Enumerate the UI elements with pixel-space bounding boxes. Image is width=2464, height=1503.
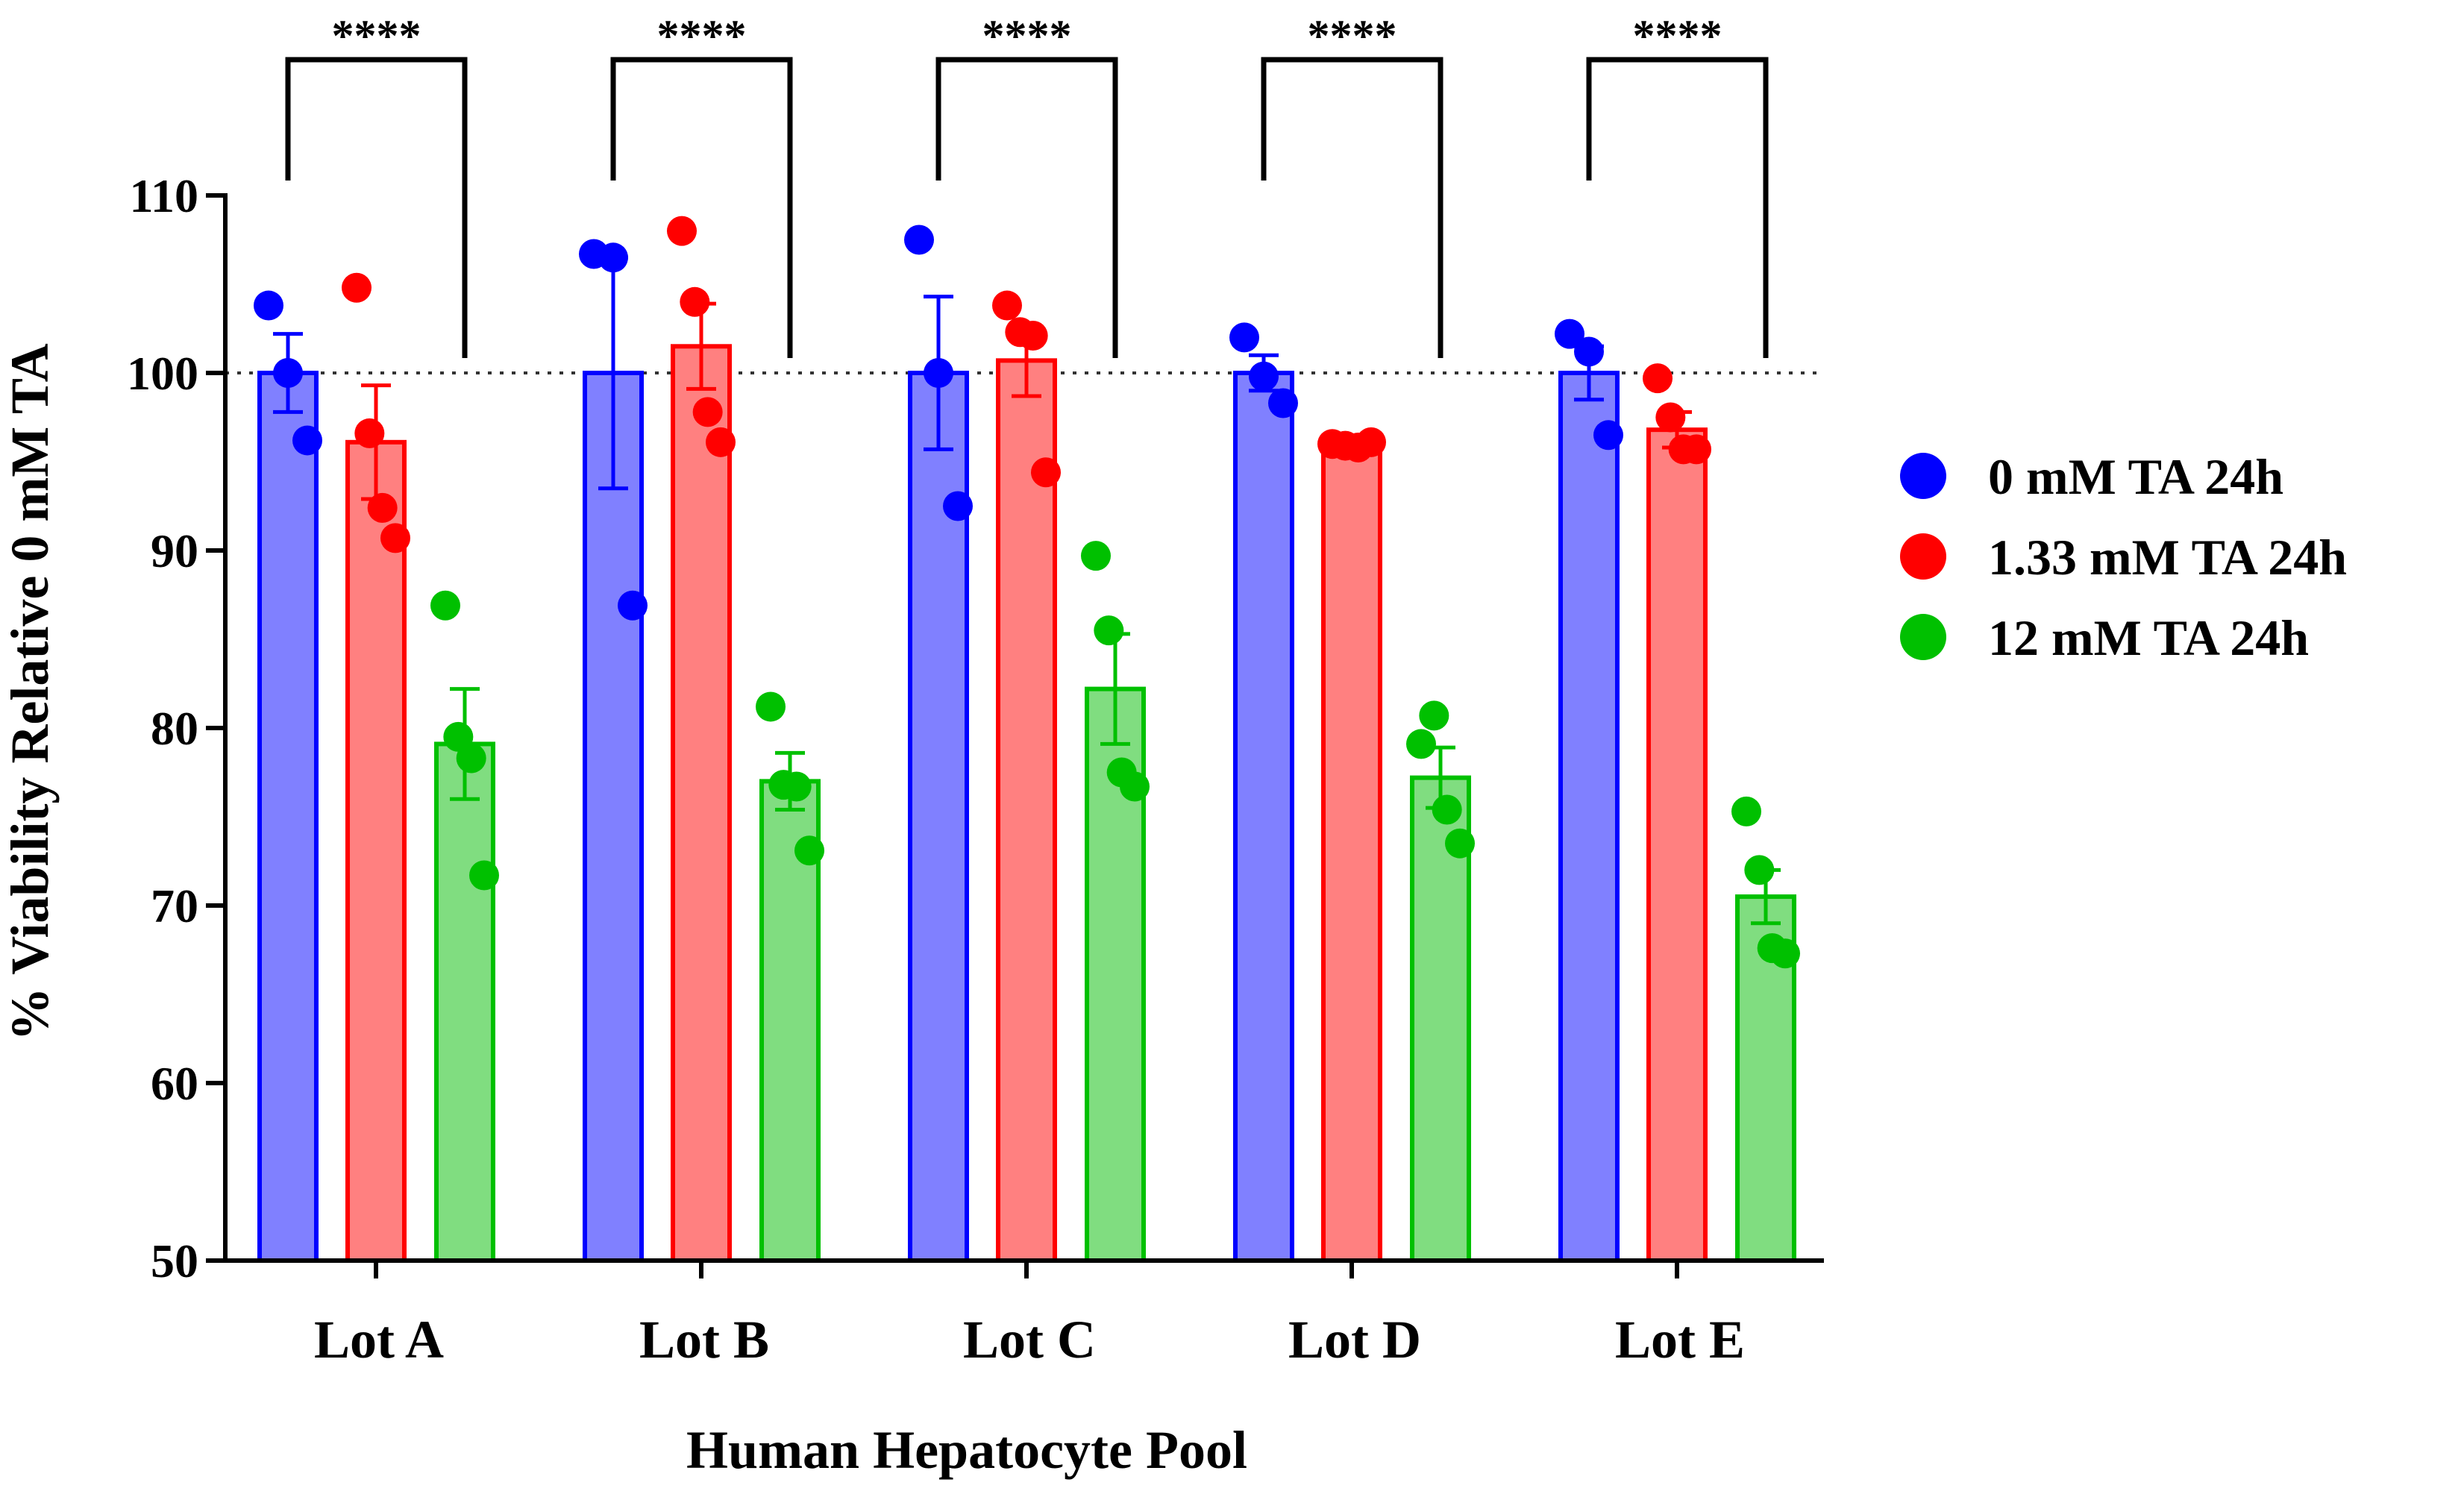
bar <box>1646 427 1708 1263</box>
bar <box>1233 371 1294 1263</box>
data-point <box>692 397 723 427</box>
data-point <box>598 242 628 273</box>
data-point <box>1655 402 1686 433</box>
bar <box>434 741 495 1263</box>
significance-bracket <box>610 57 793 358</box>
significance-label: **** <box>982 11 1072 60</box>
data-point <box>680 286 710 317</box>
data-point <box>367 492 398 523</box>
legend-label: 12 mM TA 24h <box>1988 609 2309 666</box>
data-point <box>469 860 499 891</box>
significance-label: **** <box>332 11 421 60</box>
data-point <box>1731 796 1761 826</box>
y-tick-label: 60 <box>151 1057 198 1110</box>
bar <box>583 371 644 1263</box>
significance-label: **** <box>1308 11 1397 60</box>
y-tick-label: 50 <box>151 1234 198 1287</box>
bar <box>257 371 319 1263</box>
data-point <box>904 225 934 255</box>
data-point <box>618 590 648 621</box>
data-point <box>781 771 812 802</box>
legend-label: 1.33 mM TA 24h <box>1988 529 2347 586</box>
data-point <box>1744 855 1775 885</box>
data-point <box>254 290 283 321</box>
legend-label: 0 mM TA 24h <box>1988 448 2283 505</box>
data-point <box>292 425 322 456</box>
data-point <box>456 743 486 774</box>
data-point <box>943 491 973 521</box>
data-point <box>924 358 953 388</box>
y-axis-title: % Viability Relative 0 mM TA <box>0 343 60 1041</box>
data-point <box>1120 771 1150 802</box>
y-tick-label: 80 <box>151 702 198 755</box>
data-point <box>1229 322 1259 353</box>
data-point <box>1555 319 1584 349</box>
data-point <box>354 418 385 448</box>
significance-bracket <box>1586 57 1769 358</box>
significance-label: **** <box>1633 11 1722 60</box>
data-point <box>1432 794 1462 825</box>
data-point <box>756 691 786 722</box>
data-point <box>667 216 697 246</box>
data-point <box>1574 336 1604 367</box>
legend-marker <box>1900 453 1946 499</box>
significance-label: **** <box>657 11 747 60</box>
y-tick-label: 70 <box>151 879 198 932</box>
data-point <box>1593 420 1623 451</box>
data-point <box>1356 427 1386 457</box>
data-point <box>342 272 372 303</box>
y-tick-label: 90 <box>151 524 198 577</box>
bar <box>671 344 732 1263</box>
bar <box>345 439 407 1264</box>
x-tick-label: Lot B <box>639 1310 769 1369</box>
y-tick-label: 110 <box>130 169 198 222</box>
data-point <box>1419 700 1449 731</box>
bar <box>1321 443 1382 1264</box>
data-point <box>380 523 410 553</box>
data-point <box>1031 457 1061 488</box>
significance-bracket <box>1261 57 1443 358</box>
bar <box>1558 371 1620 1263</box>
data-point <box>1770 938 1800 969</box>
x-tick-label: Lot E <box>1615 1310 1745 1369</box>
data-point <box>794 835 824 866</box>
data-point <box>706 427 736 457</box>
data-point <box>1249 361 1279 392</box>
y-tick-label: 100 <box>127 347 198 400</box>
x-tick-label: Lot D <box>1288 1310 1421 1369</box>
data-point <box>1681 434 1711 465</box>
data-point <box>992 290 1022 321</box>
x-axis-title: Human Hepatocyte Pool <box>686 1420 1247 1480</box>
data-point <box>1445 828 1475 859</box>
legend-marker <box>1900 533 1946 580</box>
data-point <box>1094 615 1124 646</box>
data-point <box>1018 321 1048 351</box>
legend-marker <box>1900 614 1946 660</box>
data-point <box>1268 388 1298 418</box>
significance-bracket <box>935 57 1118 358</box>
data-point <box>430 590 460 621</box>
data-point <box>1406 729 1436 759</box>
bar <box>996 358 1057 1264</box>
data-point <box>1643 363 1673 394</box>
x-tick-label: Lot A <box>314 1310 444 1369</box>
significance-bracket <box>285 57 468 358</box>
data-point <box>273 358 303 388</box>
x-tick-label: Lot C <box>963 1310 1096 1369</box>
data-point <box>1081 541 1111 571</box>
